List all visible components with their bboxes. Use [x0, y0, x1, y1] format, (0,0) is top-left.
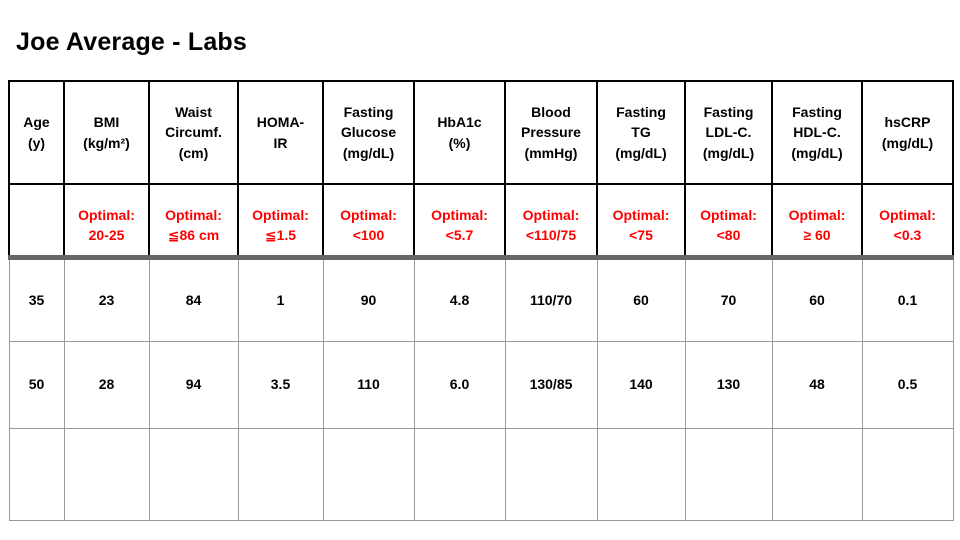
cell-fasting-glucose: 90 [322, 254, 415, 342]
column-header-fasting-hdl: Fasting HDL-C. (mg/dL) [771, 80, 863, 185]
cell-blood-pressure [504, 427, 598, 521]
cell-fasting-glucose: 110 [322, 340, 415, 429]
cell-fasting-hdl [771, 427, 863, 521]
table-header-row: Age (y) BMI (kg/m²) Waist Circumf. (cm) … [8, 80, 954, 185]
column-header-homa-ir: HOMA- IR [237, 80, 324, 185]
cell-waist [148, 427, 239, 521]
cell-hba1c: 6.0 [413, 340, 506, 429]
cell-fasting-tg [596, 427, 686, 521]
optimal-fasting-tg: Optimal: <75 [596, 183, 686, 258]
column-header-bmi: BMI (kg/m²) [63, 80, 150, 185]
cell-blood-pressure: 110/70 [504, 254, 598, 342]
cell-fasting-tg: 140 [596, 340, 686, 429]
cell-hscrp [861, 427, 954, 521]
cell-age: 35 [8, 254, 65, 342]
optimal-waist: Optimal: ≦86 cm [148, 183, 239, 258]
cell-fasting-glucose [322, 427, 415, 521]
table-row: 50 28 94 3.5 110 6.0 130/85 140 130 48 0… [8, 340, 954, 429]
cell-bmi [63, 427, 150, 521]
cell-fasting-ldl: 130 [684, 340, 773, 429]
optimal-age [8, 183, 65, 258]
table-row-empty [8, 427, 954, 521]
cell-hba1c [413, 427, 506, 521]
column-header-fasting-ldl: Fasting LDL-C. (mg/dL) [684, 80, 773, 185]
optimal-fasting-ldl: Optimal: <80 [684, 183, 773, 258]
cell-homa-ir: 1 [237, 254, 324, 342]
cell-homa-ir: 3.5 [237, 340, 324, 429]
optimal-blood-pressure: Optimal: <110/75 [504, 183, 598, 258]
cell-fasting-tg: 60 [596, 254, 686, 342]
optimal-fasting-hdl: Optimal: ≥ 60 [771, 183, 863, 258]
optimal-fasting-glucose: Optimal: <100 [322, 183, 415, 258]
cell-bmi: 23 [63, 254, 150, 342]
column-header-age: Age (y) [8, 80, 65, 185]
optimal-homa-ir: Optimal: ≦1.5 [237, 183, 324, 258]
cell-fasting-ldl: 70 [684, 254, 773, 342]
cell-fasting-ldl [684, 427, 773, 521]
optimal-hba1c: Optimal: <5.7 [413, 183, 506, 258]
labs-table: Age (y) BMI (kg/m²) Waist Circumf. (cm) … [8, 80, 954, 521]
cell-hscrp: 0.5 [861, 340, 954, 429]
cell-age: 50 [8, 340, 65, 429]
cell-homa-ir [237, 427, 324, 521]
cell-age [8, 427, 65, 521]
column-header-fasting-tg: Fasting TG (mg/dL) [596, 80, 686, 185]
optimal-range-row: Optimal: 20-25 Optimal: ≦86 cm Optimal: … [8, 183, 954, 258]
cell-waist: 94 [148, 340, 239, 429]
cell-hscrp: 0.1 [861, 254, 954, 342]
column-header-fasting-glucose: Fasting Glucose (mg/dL) [322, 80, 415, 185]
table-row: 35 23 84 1 90 4.8 110/70 60 70 60 0.1 [8, 254, 954, 342]
optimal-bmi: Optimal: 20-25 [63, 183, 150, 258]
column-header-blood-pressure: Blood Pressure (mmHg) [504, 80, 598, 185]
cell-hba1c: 4.8 [413, 254, 506, 342]
column-header-hba1c: HbA1c (%) [413, 80, 506, 185]
cell-bmi: 28 [63, 340, 150, 429]
cell-blood-pressure: 130/85 [504, 340, 598, 429]
column-header-hscrp: hsCRP (mg/dL) [861, 80, 954, 185]
optimal-hscrp: Optimal: <0.3 [861, 183, 954, 258]
cell-fasting-hdl: 48 [771, 340, 863, 429]
cell-waist: 84 [148, 254, 239, 342]
column-header-waist: Waist Circumf. (cm) [148, 80, 239, 185]
cell-fasting-hdl: 60 [771, 254, 863, 342]
page-title: Joe Average - Labs [16, 28, 248, 56]
